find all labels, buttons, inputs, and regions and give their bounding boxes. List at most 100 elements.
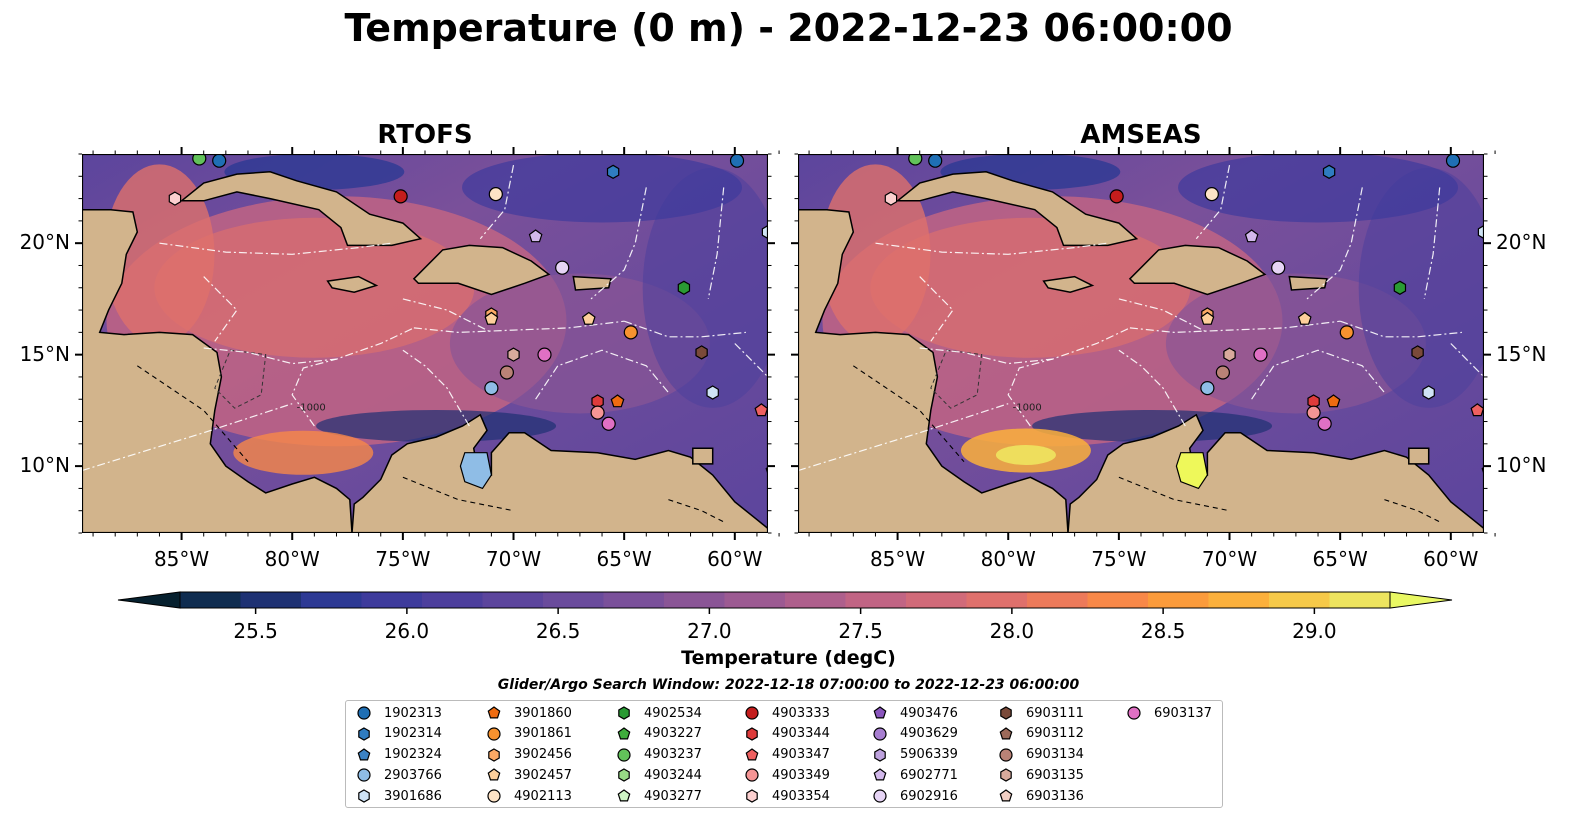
legend-marker-pentagon xyxy=(873,768,887,781)
map-rtofs: -1000 xyxy=(82,154,768,533)
legend-label: 3902457 xyxy=(514,767,572,783)
legend-label: 5906339 xyxy=(900,747,958,763)
float-marker-1902314 xyxy=(606,164,620,179)
colorbar-tick-label: 25.5 xyxy=(233,619,278,643)
legend-item: 4903349 xyxy=(744,765,830,785)
lon-tick-label: 60°W xyxy=(707,547,763,571)
legend-item: 4903354 xyxy=(744,786,830,806)
legend-label: 3901861 xyxy=(514,726,572,742)
legend-label: 6903134 xyxy=(1026,747,1084,763)
float-marker-4903237 xyxy=(192,154,207,166)
lon-tick-label: 70°W xyxy=(485,547,542,571)
legend-item: 4903237 xyxy=(616,745,702,765)
float-marker-3901686 xyxy=(761,224,768,240)
lon-tick-label: 80°W xyxy=(264,547,320,571)
legend-label: 4903354 xyxy=(772,788,830,804)
lon-tick-label: 75°W xyxy=(1091,547,1147,571)
lon-tick-label: 85°W xyxy=(153,547,210,571)
lon-tick-label: 70°W xyxy=(1201,547,1258,571)
float-marker-6903137 xyxy=(537,347,552,362)
float-marker-4903354 xyxy=(884,191,898,206)
float-marker-6903134 xyxy=(1215,365,1230,380)
float-marker-6903134 xyxy=(499,365,514,380)
legend-item: 3901860 xyxy=(486,703,572,723)
legend-item: 6903137 xyxy=(1126,703,1212,723)
float-marker-3901686 xyxy=(706,385,719,400)
legend-label: 4903277 xyxy=(644,788,702,804)
legend-item: 2903766 xyxy=(356,765,442,785)
colorbar-bin xyxy=(664,592,726,608)
float-marker-4902534 xyxy=(1393,280,1407,295)
float-marker-4903354 xyxy=(168,191,182,206)
float-marker-3902457 xyxy=(581,311,596,325)
float-marker-4903347 xyxy=(1470,403,1484,417)
float-marker-1902314 xyxy=(1322,164,1336,179)
legend-label: 3901860 xyxy=(514,705,572,721)
lat-tick-label: 20°N xyxy=(19,230,70,255)
colorbar-bin xyxy=(543,592,605,608)
colorbar-tick-label: 26.5 xyxy=(535,619,581,643)
float-marker-2903766 xyxy=(1200,380,1215,396)
panel-title-rtofs: RTOFS xyxy=(377,120,473,150)
legend-label: 4903333 xyxy=(772,705,830,721)
lat-tick-label: 15°N xyxy=(19,341,70,366)
legend-item: 1902314 xyxy=(356,724,442,744)
legend-item: 6903136 xyxy=(998,786,1084,806)
float-marker-2903766 xyxy=(484,380,499,396)
legend-marker-hexagon xyxy=(1000,706,1012,720)
colorbar-bin xyxy=(361,592,423,608)
legend-label: 1902313 xyxy=(384,705,442,721)
legend-marker-circle xyxy=(487,789,501,803)
float-marker-3901861 xyxy=(623,325,638,340)
colorbar-bin xyxy=(1269,592,1331,608)
colorbar-bin xyxy=(1208,592,1270,608)
legend-marker-pentagon xyxy=(487,706,501,719)
float-marker-4903333 xyxy=(393,189,408,204)
colorbar-bin xyxy=(966,592,1028,608)
colorbar-bin xyxy=(1148,592,1210,608)
colorbar-bin xyxy=(785,592,847,608)
float-marker-6903137 xyxy=(1253,347,1268,362)
legend-item: 6903135 xyxy=(998,765,1084,785)
panel-title-amseas: AMSEAS xyxy=(1080,120,1202,150)
legend-item: 4903244 xyxy=(616,765,702,785)
legend-item: 3902456 xyxy=(486,745,572,765)
legend-marker-circle xyxy=(357,768,371,782)
float-marker-6902771 xyxy=(1244,229,1259,243)
legend-item: 4903344 xyxy=(744,724,830,744)
legend-marker-pentagon xyxy=(357,747,371,761)
legend-marker-hexagon xyxy=(746,789,758,803)
legend-item: 4903277 xyxy=(616,786,702,806)
legend-item: 4903629 xyxy=(872,724,958,744)
colorbar-bin xyxy=(240,592,302,608)
colorbar-bin xyxy=(422,592,484,608)
legend-item: 4903476 xyxy=(872,703,958,723)
legend-label: 4903349 xyxy=(772,767,830,783)
legend-item: 6902916 xyxy=(872,786,958,806)
float-marker-3902457 xyxy=(1297,311,1312,325)
legend-label: 2903766 xyxy=(384,767,442,783)
float-marker-6902916 xyxy=(1271,260,1286,275)
legend: 1902313 1902314 1902324 2903766 3901686 39018… xyxy=(345,700,1223,808)
colorbar-tick-label: 29.0 xyxy=(1292,619,1337,643)
lon-tick-label: 65°W xyxy=(1312,547,1368,571)
legend-label: 4902534 xyxy=(644,705,702,721)
legend-marker-circle xyxy=(999,747,1013,762)
lon-tick-label: 75°W xyxy=(375,547,431,571)
colorbar-tick-label: 28.0 xyxy=(989,619,1035,643)
float-marker-4903349 xyxy=(590,405,605,420)
float-marker-6902771 xyxy=(528,229,543,243)
lon-tick-label: 80°W xyxy=(980,547,1036,571)
float-marker-6903111 xyxy=(1411,345,1424,360)
legend-label: 6903135 xyxy=(1026,767,1084,783)
colorbar-label: Temperature (degC) xyxy=(681,647,896,669)
legend-marker-pentagon xyxy=(617,727,631,740)
legend-marker-pentagon xyxy=(745,747,759,761)
legend-item: 4903347 xyxy=(744,745,830,765)
legend-item: 4903227 xyxy=(616,724,702,744)
lat-tick-label: 10°N xyxy=(1496,453,1547,478)
legend-item: 3901686 xyxy=(356,786,442,806)
float-marker-6903135 xyxy=(1223,347,1236,362)
legend-label: 3902456 xyxy=(514,747,572,763)
colorbar-tick-label: 27.0 xyxy=(687,619,732,643)
